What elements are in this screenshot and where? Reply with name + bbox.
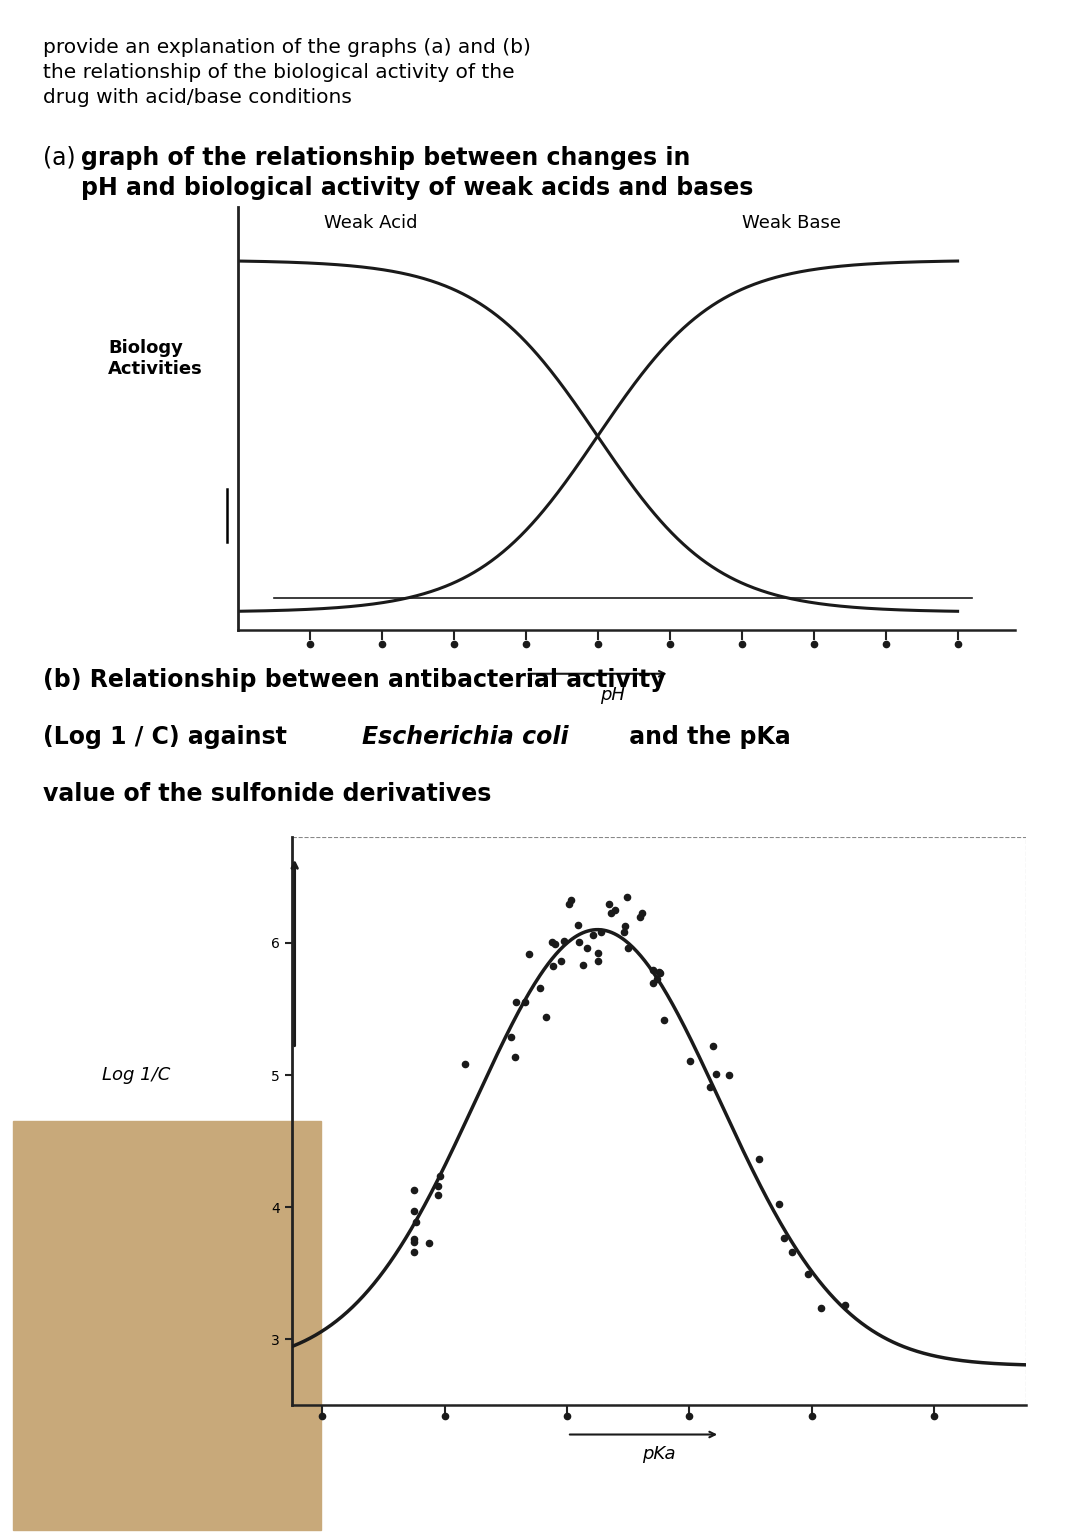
Point [619,935,636,960]
Point [648,968,665,992]
Point [812,1295,829,1319]
Point [507,1044,524,1069]
Point [569,912,586,937]
Bar [292,837,1026,1405]
Point [570,929,588,954]
Point [579,935,596,960]
Point [429,1183,446,1207]
Point [701,1075,718,1100]
Point [538,1005,555,1029]
Point [720,1063,738,1087]
Point [681,1049,699,1074]
Text: provide an explanation of the graphs (a) and (b)
the relationship of the biologi: provide an explanation of the graphs (a)… [43,38,531,108]
Point [606,899,623,923]
Text: pH: pH [599,687,624,703]
Point [516,989,534,1014]
Point [656,1008,673,1032]
Point [707,1061,725,1086]
Point [617,914,634,938]
Point [407,1209,424,1233]
Point [704,1034,721,1058]
Text: (a): (a) [43,146,83,170]
Text: and the pKa: and the pKa [621,725,791,750]
Point [405,1230,422,1255]
Point [631,905,648,929]
Text: (Log 1 / C) against: (Log 1 / C) against [43,725,295,750]
Point [584,923,602,948]
Text: graph of the relationship between changes in
pH and biological activity of weak : graph of the relationship between change… [81,146,754,200]
Point [544,954,562,978]
Point [405,1178,422,1203]
Text: pKa: pKa [642,1445,676,1464]
Point [508,991,525,1015]
Point [563,888,580,912]
Point [531,975,549,1000]
Point [543,929,561,954]
Point [600,891,618,915]
Text: Weak Acid: Weak Acid [324,214,418,232]
Point [771,1192,788,1217]
Point [457,1051,474,1075]
Point [589,949,606,974]
Point [645,957,662,982]
Point [553,949,570,974]
Point [750,1147,767,1172]
Point [603,900,620,925]
Point [644,971,661,995]
Point [405,1240,422,1264]
Point [619,885,636,909]
Point [405,1227,422,1252]
Text: (b) Relationship between antibacterial activity: (b) Relationship between antibacterial a… [43,668,666,693]
Point [634,900,651,925]
Point [783,1240,800,1264]
Point [650,960,667,985]
Point [651,960,669,985]
Point [405,1200,422,1224]
Point [775,1226,793,1250]
Text: Weak Base: Weak Base [742,214,840,232]
Text: Biology
Activities: Biology Activities [108,339,203,378]
Text: Log 1/C: Log 1/C [102,1066,171,1084]
Text: Escherichia coli: Escherichia coli [362,725,568,750]
FancyBboxPatch shape [13,1121,321,1530]
Point [561,891,578,915]
Point [521,942,538,966]
Point [555,929,572,954]
Point [421,1230,438,1255]
Point [593,920,610,945]
Point [837,1293,854,1318]
Point [502,1025,519,1049]
Point [616,919,633,943]
Point [546,932,564,957]
Point [799,1263,816,1287]
Text: value of the sulfonide derivatives: value of the sulfonide derivatives [43,782,491,806]
Point [590,942,607,966]
Point [431,1163,448,1187]
Point [429,1174,446,1198]
Point [575,952,592,977]
